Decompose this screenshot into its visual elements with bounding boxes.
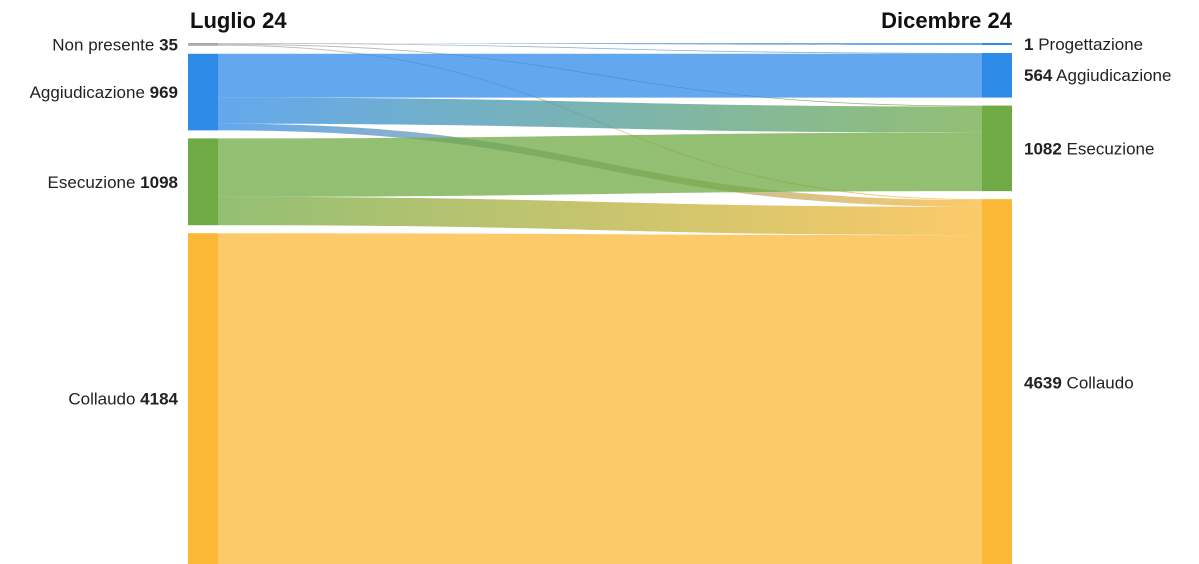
flows-group bbox=[218, 43, 982, 564]
left-node-np bbox=[188, 43, 218, 46]
flow-agg-to-ese bbox=[218, 97, 982, 133]
right-node-prog bbox=[982, 43, 1012, 45]
right-node-agg bbox=[982, 53, 1012, 98]
right-label-col: 4639 Collaudo bbox=[1024, 374, 1134, 393]
left-node-agg bbox=[188, 53, 218, 131]
right-node-col bbox=[982, 199, 1012, 564]
flow-np-to-prog bbox=[218, 43, 982, 45]
flow-np-to-agg bbox=[218, 43, 982, 54]
left-label-agg: Aggiudicazione 969 bbox=[30, 83, 178, 102]
flow-ese-to-col bbox=[218, 196, 982, 236]
right-header: Dicembre 24 bbox=[881, 8, 1013, 33]
left-label-ese: Esecuzione 1098 bbox=[48, 173, 178, 192]
right-label-ese: 1082 Esecuzione bbox=[1024, 139, 1154, 158]
left-node-ese bbox=[188, 138, 218, 226]
right-label-agg: 564 Aggiudicazione bbox=[1024, 66, 1171, 85]
labels-group: Non presente 35 Aggiudicazione 969 Esecuzi… bbox=[30, 35, 1172, 409]
left-label-col: Collaudo 4184 bbox=[68, 390, 178, 409]
flow-agg-to-agg bbox=[218, 53, 982, 98]
flow-ese-to-ese bbox=[218, 132, 982, 197]
left-label-np: Non presente 35 bbox=[52, 35, 178, 54]
left-header: Luglio 24 bbox=[190, 8, 287, 33]
nodes-group bbox=[188, 43, 1012, 564]
right-node-ese bbox=[982, 105, 1012, 192]
right-label-prog: 1 Progettazione bbox=[1024, 35, 1143, 54]
flow-col-to-col bbox=[218, 233, 982, 564]
left-node-col bbox=[188, 233, 218, 564]
